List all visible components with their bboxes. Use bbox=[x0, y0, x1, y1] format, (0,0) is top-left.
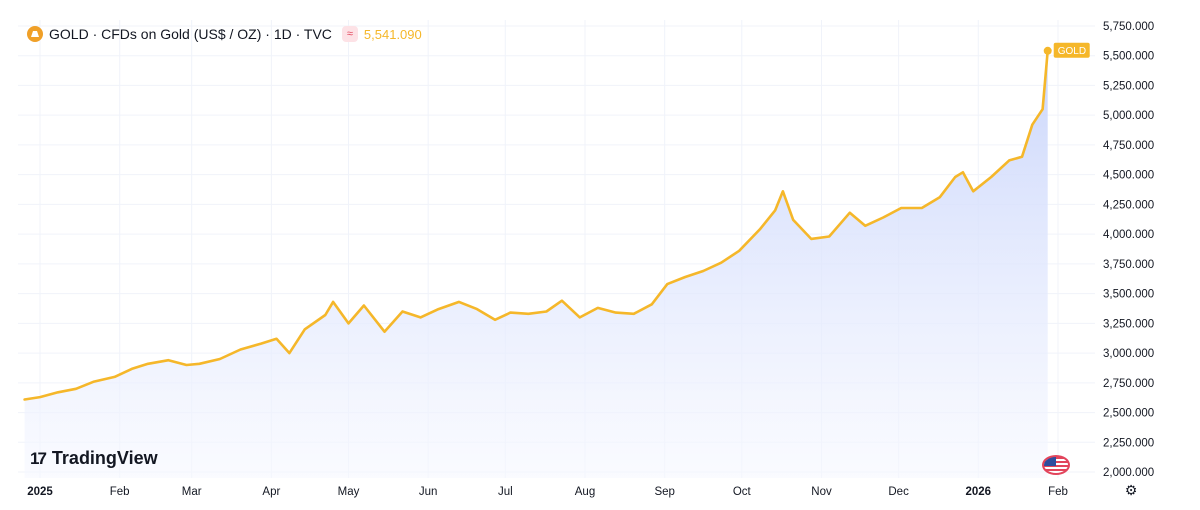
gold-price-tag: GOLD bbox=[1053, 42, 1090, 58]
tradingview-logo[interactable]: 17 TradingView bbox=[30, 448, 158, 469]
y-tick-label: 2,500.000 bbox=[1103, 408, 1154, 420]
us-flag-icon[interactable] bbox=[1042, 455, 1070, 475]
approx-wave-icon[interactable]: ≈ bbox=[341, 26, 358, 42]
last-price-value: 5,541.090 bbox=[363, 26, 422, 42]
gold-price-tag-label: GOLD bbox=[1058, 46, 1086, 57]
price-area-fill bbox=[24, 50, 1048, 479]
price-axis[interactable]: 2,000.000 2,250.000 2,500.000 2,750.000 3,00… bbox=[1103, 21, 1154, 479]
x-tick-label: Dec bbox=[888, 486, 909, 498]
x-tick-label: 2025 bbox=[27, 486, 53, 498]
x-tick-label: Mar bbox=[182, 486, 202, 498]
x-tick-label: Sep bbox=[654, 486, 674, 498]
y-tick-label: 5,250.000 bbox=[1103, 80, 1154, 92]
tradingview-logo-mark: 17 bbox=[30, 448, 47, 468]
price-line bbox=[23, 49, 1049, 401]
y-tick-label: 4,500.000 bbox=[1103, 170, 1154, 182]
x-tick-label: 2026 bbox=[966, 486, 992, 498]
y-tick-label: 5,750.000 bbox=[1103, 21, 1154, 33]
y-tick-label: 2,750.000 bbox=[1103, 378, 1154, 390]
time-axis[interactable]: 2025 Feb Mar Apr May Jun Jul Aug Sep Oct Nov Dec 202… bbox=[27, 486, 1068, 498]
chart-legend-header: GOLD · CFDs on Gold (US$ / OZ) · 1D · TV… bbox=[27, 23, 422, 45]
y-tick-label: 3,000.000 bbox=[1103, 348, 1154, 360]
x-tick-label: May bbox=[338, 486, 360, 498]
tradingview-brand-text: TradingView bbox=[51, 448, 158, 468]
y-tick-label: 3,250.000 bbox=[1103, 318, 1154, 330]
y-tick-label: 2,000.000 bbox=[1103, 467, 1154, 479]
y-tick-label: 3,750.000 bbox=[1103, 259, 1154, 271]
y-tick-label: 5,500.000 bbox=[1103, 51, 1154, 63]
y-tick-label: 4,250.000 bbox=[1103, 199, 1154, 211]
x-tick-label: Jul bbox=[498, 486, 513, 498]
x-tick-label: Feb bbox=[1048, 486, 1068, 498]
x-tick-label: Oct bbox=[733, 486, 752, 498]
last-price-marker bbox=[1043, 46, 1052, 55]
y-tick-label: 4,000.000 bbox=[1103, 229, 1154, 241]
x-tick-label: Feb bbox=[110, 486, 130, 498]
settings-gear-icon[interactable]: ⚙ bbox=[1124, 482, 1138, 498]
x-tick-label: Nov bbox=[811, 486, 832, 498]
x-tick-label: Jun bbox=[419, 486, 438, 498]
x-tick-label: Aug bbox=[575, 486, 595, 498]
y-tick-label: 2,250.000 bbox=[1103, 437, 1154, 449]
symbol-title[interactable]: GOLD · CFDs on Gold (US$ / OZ) · 1D · TV… bbox=[49, 26, 332, 42]
y-tick-label: 4,750.000 bbox=[1103, 140, 1154, 152]
x-tick-label: Apr bbox=[262, 486, 280, 498]
y-tick-label: 3,500.000 bbox=[1103, 289, 1154, 301]
y-tick-label: 5,000.000 bbox=[1103, 110, 1154, 122]
gold-symbol-icon bbox=[27, 26, 43, 42]
